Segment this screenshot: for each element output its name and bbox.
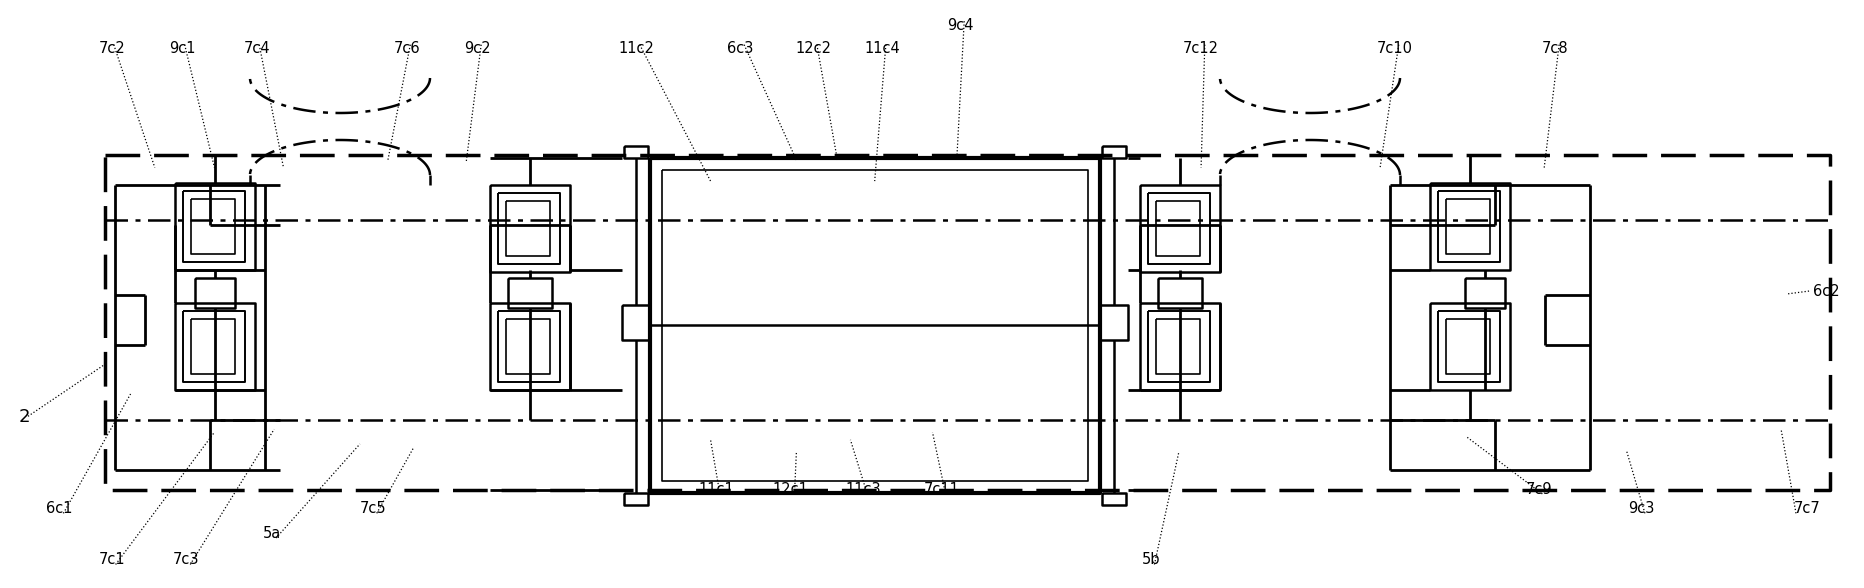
Text: 6c3: 6c3 (727, 41, 753, 56)
Text: 7c1: 7c1 (99, 552, 125, 567)
Text: 7c9: 7c9 (1525, 482, 1551, 497)
Text: 12c1: 12c1 (772, 482, 809, 497)
Text: 7c4: 7c4 (244, 41, 270, 56)
Text: 7c12: 7c12 (1182, 41, 1219, 56)
Text: 7c8: 7c8 (1542, 41, 1568, 56)
Text: 5b: 5b (1141, 552, 1159, 567)
Text: 7c5: 7c5 (360, 501, 386, 516)
Text: 7c2: 7c2 (99, 41, 125, 56)
Text: 12c2: 12c2 (794, 41, 831, 56)
Text: 9c1: 9c1 (170, 41, 196, 56)
Text: 7c6: 7c6 (393, 41, 419, 56)
Text: 2: 2 (19, 409, 30, 426)
Text: 11c4: 11c4 (863, 41, 900, 56)
Text: 6c2: 6c2 (1812, 283, 1838, 299)
Text: 11c1: 11c1 (697, 482, 734, 497)
Text: 7c11: 7c11 (923, 482, 960, 497)
Text: 9c4: 9c4 (947, 18, 973, 33)
Text: 9c3: 9c3 (1627, 501, 1653, 516)
Text: 6c1: 6c1 (47, 501, 73, 516)
Text: 7c10: 7c10 (1376, 41, 1413, 56)
Text: 11c2: 11c2 (617, 41, 654, 56)
Text: 5a: 5a (263, 526, 281, 541)
Text: 9c2: 9c2 (464, 41, 490, 56)
Text: 7c3: 7c3 (173, 552, 199, 567)
Text: 11c3: 11c3 (844, 482, 882, 497)
Text: 7c7: 7c7 (1793, 501, 1819, 516)
